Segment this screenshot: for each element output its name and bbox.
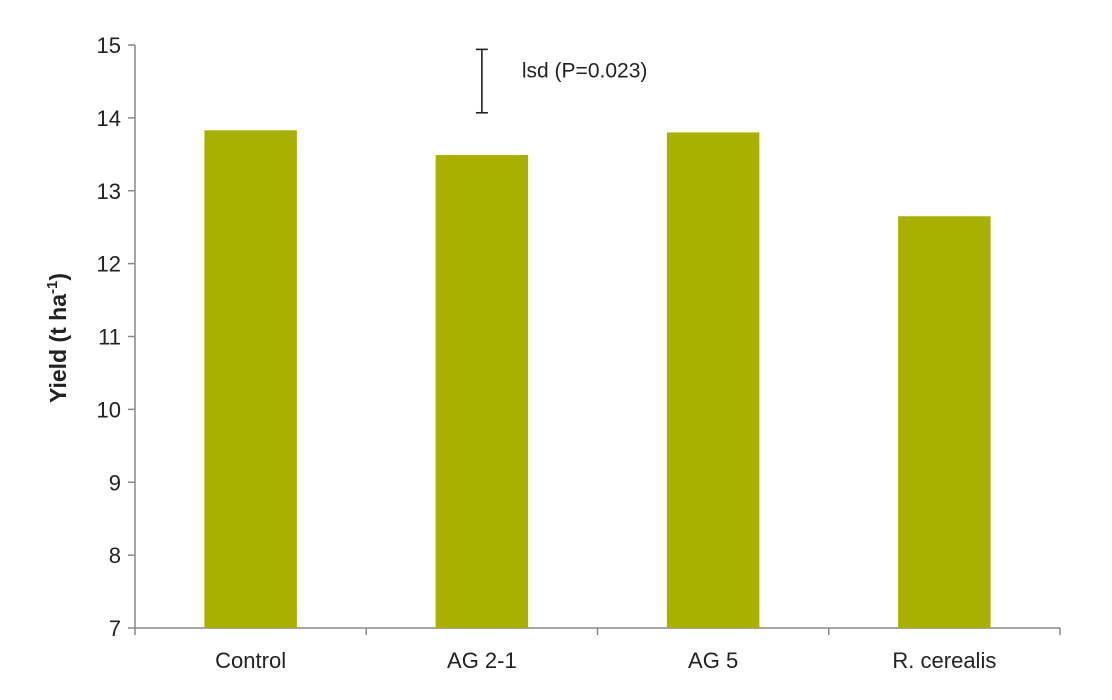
bar xyxy=(435,155,529,628)
bar xyxy=(666,132,760,628)
y-tick-label: 13 xyxy=(97,179,121,204)
y-axis-title: Yield (t ha-1) xyxy=(44,273,71,403)
y-tick-label: 11 xyxy=(98,325,121,350)
x-tick-label: R. cerealis xyxy=(892,648,996,673)
x-tick-label: AG 5 xyxy=(688,648,738,673)
y-tick-label: 7 xyxy=(109,616,121,641)
y-axis-title-superscript: -1 xyxy=(44,281,61,294)
y-tick-label: 8 xyxy=(109,543,121,568)
bar xyxy=(204,130,297,629)
y-tick-label: 12 xyxy=(97,252,121,277)
y-axis: 7 8 9 10 11 12 13 14 15 xyxy=(97,33,136,641)
y-tick-label: 14 xyxy=(97,106,121,131)
bars xyxy=(204,130,991,629)
y-tick-label: 10 xyxy=(97,397,121,422)
y-axis-title-close: ) xyxy=(45,273,71,281)
lsd-label: lsd (P=0.023) xyxy=(522,59,648,82)
y-tick-label: 15 xyxy=(97,33,121,58)
bar xyxy=(898,216,991,628)
x-axis: Control AG 2-1 AG 5 R. cerealis xyxy=(134,627,1061,673)
x-tick-label: Control xyxy=(215,648,286,673)
y-tick-label: 9 xyxy=(109,470,121,495)
lsd-annotation: lsd (P=0.023) xyxy=(475,48,648,114)
x-tick-label: AG 2-1 xyxy=(447,648,517,673)
